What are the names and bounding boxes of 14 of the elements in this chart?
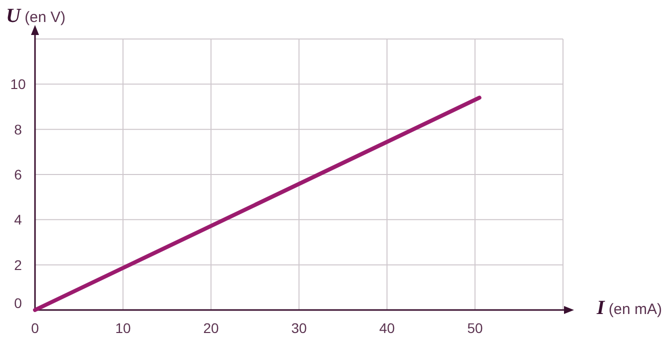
x-tick-label: 50	[467, 320, 483, 336]
y-tick-label: 6	[14, 166, 22, 182]
y-tick-label: 2	[14, 256, 22, 273]
y-tick-label: 8	[14, 121, 22, 138]
x-tick-label: 10	[115, 320, 131, 336]
x-tick-label: 40	[379, 320, 395, 336]
x-tick-label: 20	[203, 320, 219, 336]
x-axis-title: I (en mA)	[596, 297, 662, 319]
x-tick-label: 30	[291, 320, 307, 336]
y-tick-label: 0	[14, 295, 22, 311]
y-tick-label: 10	[10, 76, 26, 92]
x-tick-label: 0	[31, 320, 40, 336]
y-axis-title: U (en V)	[6, 5, 66, 27]
y-tick-label: 4	[14, 212, 22, 228]
